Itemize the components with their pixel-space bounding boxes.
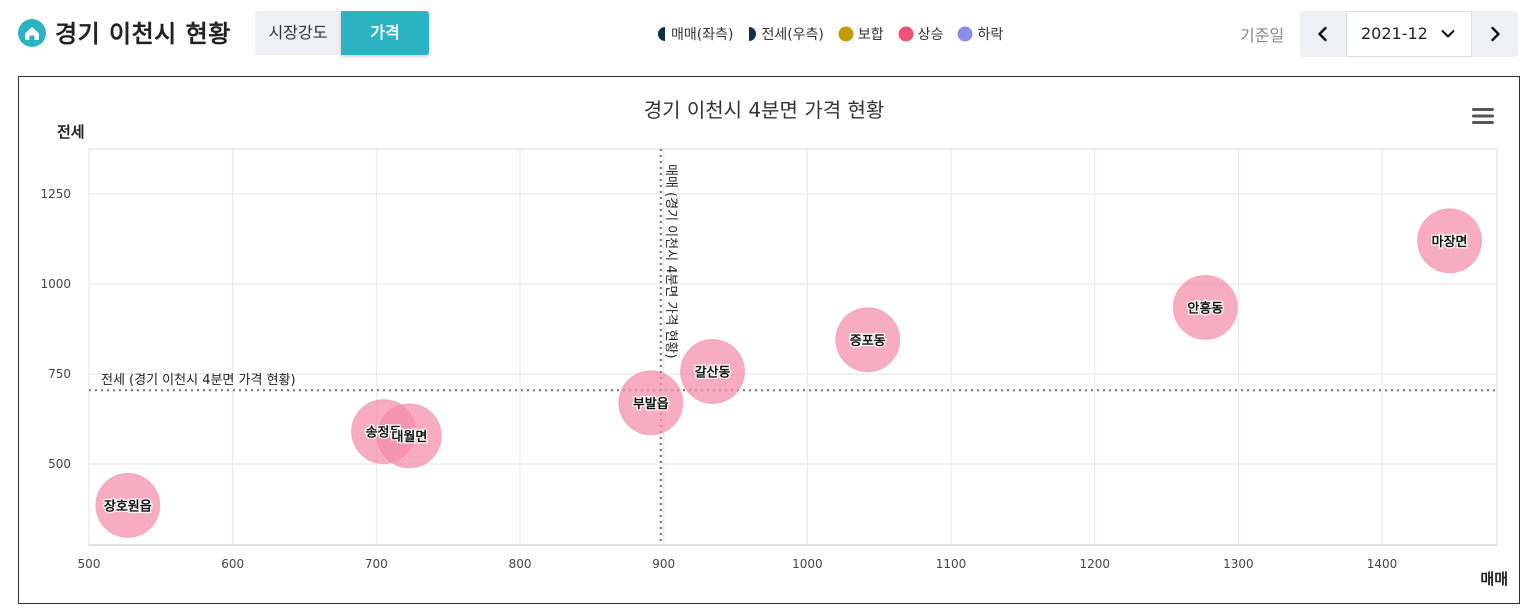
x-tick-label: 800 <box>509 557 532 571</box>
prev-date-button[interactable] <box>1300 11 1346 57</box>
tab-price[interactable]: 가격 <box>341 11 429 55</box>
legend-item-fall: 하락 <box>957 24 1003 44</box>
text-layer: 500 600 700 800 900 1000 1100 1200 1300 1400 500 75… <box>40 98 1508 588</box>
bubble-label: 안흥동 <box>1187 300 1223 316</box>
x-axis-label: 매매 <box>1480 570 1508 588</box>
date-label: 기준일 <box>1240 26 1285 45</box>
bubble-point[interactable] <box>1417 208 1483 274</box>
chevron-right-icon <box>1491 26 1500 42</box>
bubble-point[interactable] <box>618 370 684 436</box>
x-tick-label: 500 <box>78 557 101 571</box>
next-date-button[interactable] <box>1472 11 1518 57</box>
bubble-label: 대월면 <box>391 429 427 445</box>
legend-label-rise: 상승 <box>917 27 944 43</box>
chevron-down-icon <box>1441 30 1455 38</box>
page-title: 경기 이천시 현황 <box>55 20 231 48</box>
date-select[interactable]: 2021-12 <box>1346 11 1472 57</box>
legend-item-flat: 보합 <box>838 24 884 44</box>
bubble-label: 부발읍 <box>633 396 669 412</box>
sale-median-label: 매매 (경기 이천시 4분면 가격 현황) <box>663 164 678 359</box>
chart-title: 경기 이천시 4분면 가격 현황 <box>644 98 885 122</box>
bubble-label: 장호원읍 <box>104 498 152 514</box>
tab-market-strength[interactable]: 시장강도 <box>255 11 341 55</box>
quadrant-chart: 500 600 700 800 900 1000 1100 1200 1300 1400 500 75… <box>40 98 1508 588</box>
fall-dot-icon <box>957 26 973 42</box>
left-half-circle-icon <box>658 27 665 41</box>
legend-label-flat: 보합 <box>857 27 884 43</box>
jeonse-median-label: 전세 (경기 이천시 4분면 가격 현황) <box>101 373 296 388</box>
header-bar: 경기 이천시 현황 시장강도 가격 매매(좌측) 전세(우측) 보합 <box>0 0 1525 70</box>
x-tick-label: 1200 <box>1079 557 1110 571</box>
legend-item-rise: 상승 <box>898 24 944 44</box>
bubble-point[interactable] <box>835 307 901 373</box>
bubble-label: 마장면 <box>1432 234 1468 250</box>
y-axis-label: 전세 <box>57 123 85 141</box>
chart-menu-icon[interactable] <box>1471 105 1495 127</box>
chart-panel: 500 600 700 800 900 1000 1100 1200 1300 1400 500 75… <box>18 76 1520 604</box>
legend-item-sale: 매매(좌측) <box>657 24 733 44</box>
bubble-point[interactable] <box>95 472 161 538</box>
chevron-left-icon <box>1318 26 1327 42</box>
flat-dot-icon <box>838 26 854 42</box>
legend-item-jeonse: 전세(우측) <box>747 24 824 44</box>
right-half-circle-icon <box>749 27 757 41</box>
bubble-layer <box>95 208 1483 538</box>
y-tick-label: 1250 <box>40 187 71 201</box>
x-tick-label: 900 <box>652 557 675 571</box>
view-tabs: 시장강도 가격 <box>255 11 429 55</box>
y-tick-label: 750 <box>48 367 71 381</box>
legend-label-fall: 하락 <box>977 27 1004 43</box>
bubble-label: 송정동 <box>366 425 402 441</box>
x-tick-label: 1100 <box>936 557 967 571</box>
bubble-point[interactable] <box>376 403 442 469</box>
bubble-label: 증포동 <box>850 334 886 349</box>
x-tick-label: 1400 <box>1367 557 1398 571</box>
reference-lines <box>89 149 1497 545</box>
bubble-point[interactable] <box>680 338 746 404</box>
grid-layer <box>88 148 1498 546</box>
y-tick-label: 1000 <box>40 277 71 291</box>
rise-dot-icon <box>898 26 914 42</box>
plot-area <box>88 148 1498 546</box>
x-tick-label: 600 <box>221 557 244 571</box>
date-value: 2021-12 <box>1361 24 1428 43</box>
home-icon <box>18 19 46 47</box>
x-tick-label: 1300 <box>1223 557 1254 571</box>
y-tick-label: 500 <box>48 457 71 471</box>
bubble-label: 갈산동 <box>695 364 731 380</box>
legend-label-sale: 매매(좌측) <box>671 27 734 43</box>
x-tick-label: 700 <box>365 557 388 571</box>
legend-label-jeonse: 전세(우측) <box>761 27 824 43</box>
legend: 매매(좌측) 전세(우측) 보합 상승 하락 <box>657 24 1017 44</box>
bubble-point[interactable] <box>1172 274 1238 340</box>
x-tick-label: 1000 <box>792 557 823 571</box>
